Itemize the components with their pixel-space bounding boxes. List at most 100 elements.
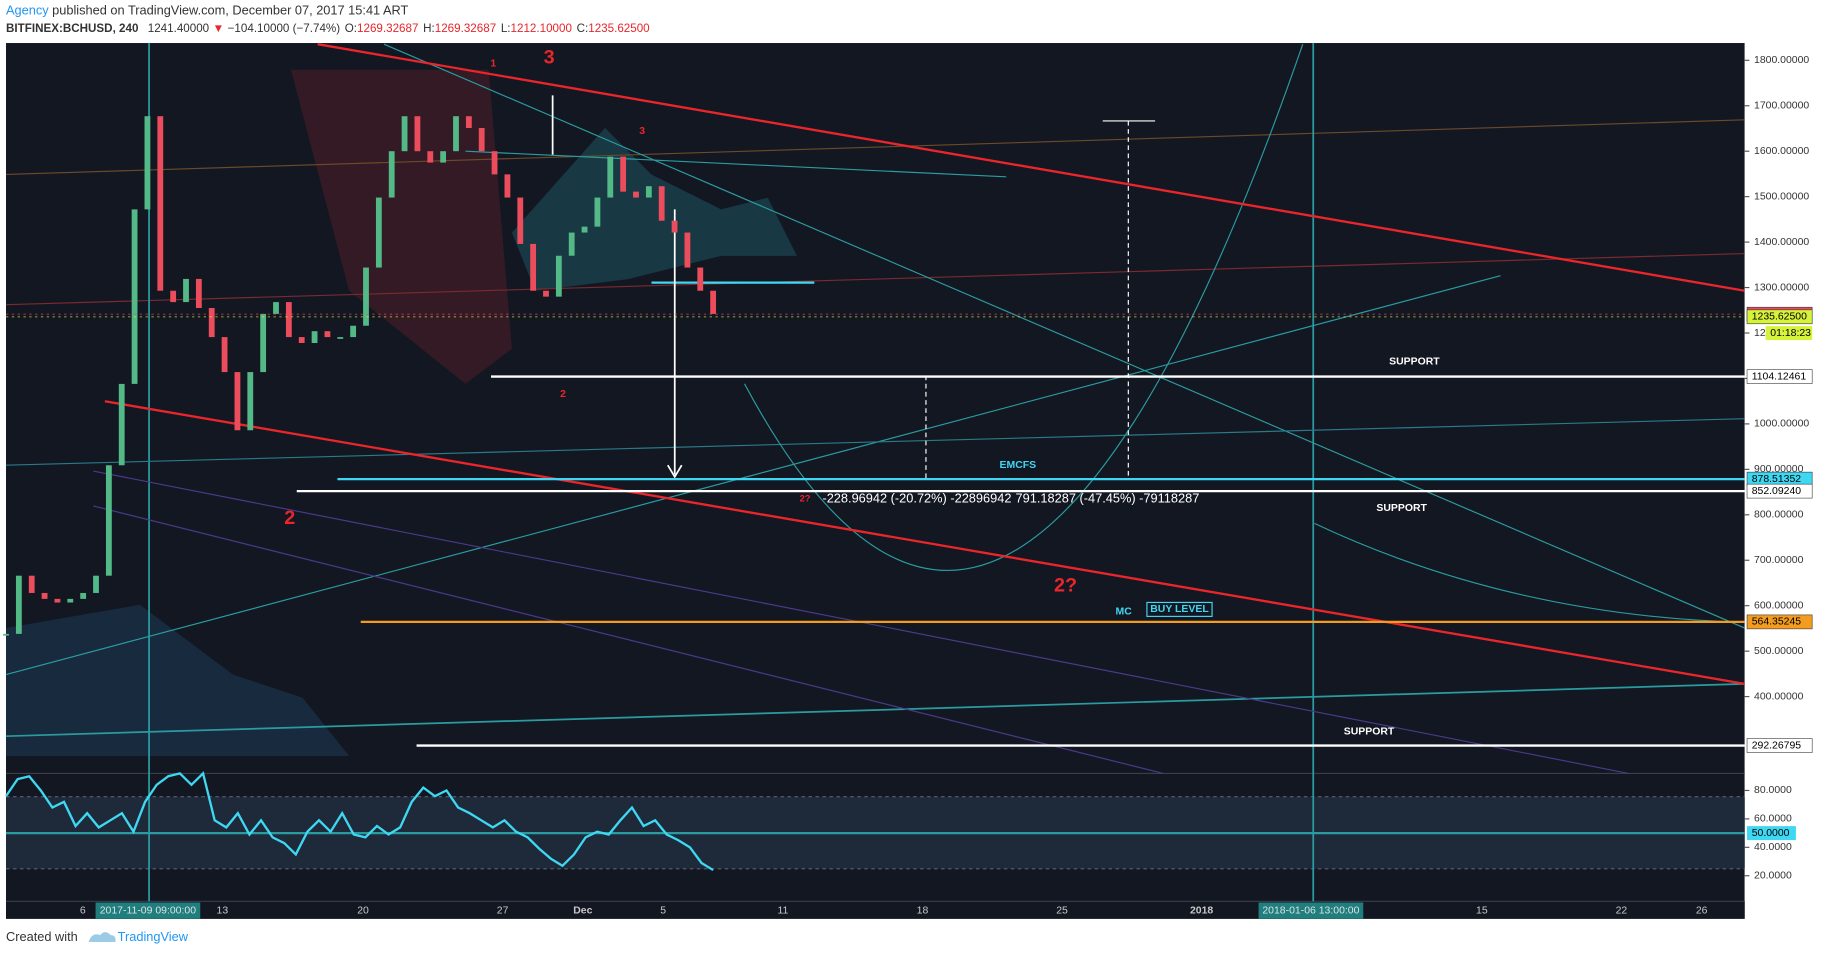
- candle: [285, 302, 292, 338]
- cloud: [511, 127, 797, 291]
- candle: [3, 633, 9, 636]
- y-tick-label: 1800.00000: [1754, 55, 1809, 66]
- candle: [234, 372, 241, 431]
- level-label-box: [1746, 483, 1813, 499]
- c: 1235.62500: [588, 22, 650, 35]
- dynamic-layer: 400.00000 500.00000 600.00000 700.00000 800.…: [3, 46, 1813, 919]
- y-tick-label: 20.0000: [1754, 871, 1792, 882]
- level-label: 852.09240: [1752, 486, 1802, 497]
- candle: [491, 151, 498, 175]
- candle: [144, 116, 151, 210]
- y-tick-label: 80.0000: [1754, 785, 1792, 796]
- x-tick-label: 27: [497, 905, 509, 916]
- y-tick-label: 900.00000: [1754, 464, 1804, 475]
- x-tick-label: 2018: [1190, 905, 1213, 916]
- candle: [504, 174, 511, 198]
- candle: [697, 267, 704, 291]
- buy-box: [1146, 601, 1213, 617]
- level-label-box: [1746, 309, 1813, 325]
- annotation: -228.96942 (-20.72%) -22896942: [822, 490, 1011, 505]
- x-highlight-box: [95, 902, 201, 919]
- last: 1241.40000: [148, 22, 210, 35]
- candle: [710, 290, 717, 314]
- y-tick-label: 60.0000: [1754, 814, 1792, 825]
- y-tick-label: 600.00000: [1754, 600, 1804, 611]
- candle: [363, 267, 369, 326]
- x-tick-label: 18: [917, 905, 929, 916]
- trendline: [465, 150, 1007, 178]
- x-highlight: 2018-01-06 13:00:00: [1262, 905, 1359, 916]
- candle: [684, 232, 691, 268]
- o: 1269.32687: [357, 22, 418, 35]
- footer-brand[interactable]: TradingView: [118, 929, 189, 944]
- candle: [298, 337, 305, 343]
- annotation: 2: [284, 507, 295, 529]
- annotation: 2?: [1054, 574, 1077, 596]
- trendline: [5, 275, 1501, 676]
- annotation: SUPPORT: [1376, 503, 1427, 514]
- arrow-head: [667, 464, 683, 479]
- candle: [157, 116, 164, 291]
- trendline-red: [317, 43, 1745, 292]
- x-tick-label: Dec: [573, 905, 592, 916]
- annotation: 2: [560, 389, 566, 400]
- level-label: 292.26795: [1752, 740, 1802, 751]
- annotation: 3: [544, 46, 555, 68]
- candle: [427, 151, 434, 163]
- level-label-box: [1746, 614, 1813, 630]
- symbol-line: BITFINEX:BCHUSD, 240 1241.40000 ▼ −104.1000…: [6, 22, 650, 35]
- candle: [131, 209, 138, 384]
- cloud: [6, 604, 350, 756]
- candle: [543, 290, 549, 297]
- level-label: 564.35245: [1752, 617, 1802, 628]
- h-label: H:: [423, 22, 435, 35]
- rsi-line: [5, 771, 714, 872]
- arrow: ▼: [213, 22, 225, 35]
- candle: [93, 575, 99, 593]
- trendline: [5, 252, 1745, 306]
- candle: [311, 331, 318, 343]
- candle: [208, 308, 215, 338]
- logo: [88, 932, 116, 943]
- rsi-level-label: 50.0000: [1752, 828, 1790, 839]
- candle: [414, 116, 421, 152]
- x-highlight: 2017-11-09 09:00:00: [100, 905, 196, 916]
- candle: [28, 575, 35, 593]
- candle: [80, 592, 87, 599]
- x-tick-label: 11: [777, 905, 788, 916]
- candle: [620, 156, 627, 192]
- y-tick-label: 40.0000: [1754, 842, 1792, 853]
- candle: [118, 383, 125, 466]
- candle: [350, 325, 357, 338]
- x-tick-label: 6: [80, 905, 86, 916]
- symbol: BITFINEX:BCHUSD, 240: [6, 22, 138, 35]
- annotation: 2?: [800, 493, 811, 503]
- candle: [581, 226, 588, 233]
- candle: [221, 337, 228, 373]
- candle: [594, 197, 601, 227]
- candle: [15, 575, 22, 634]
- x-tick-label: 15: [1476, 905, 1488, 916]
- y-tick-label: 700.00000: [1754, 555, 1804, 566]
- x-tick-label: 20: [357, 905, 369, 916]
- level-label-box: [1746, 369, 1813, 384]
- arc: [1314, 522, 1745, 623]
- candle: [568, 232, 575, 256]
- candle: [54, 598, 61, 603]
- candle: [247, 372, 254, 431]
- candle: [170, 290, 177, 303]
- level-label: 1235.62500: [1752, 312, 1807, 323]
- candle: [555, 255, 562, 297]
- annotation: BUY LEVEL: [1150, 604, 1209, 615]
- x-tick-label: 26: [1696, 905, 1708, 916]
- annotation: 3: [639, 126, 645, 137]
- rsi-level-box: [1747, 826, 1796, 841]
- candle: [671, 220, 678, 233]
- trendline: [5, 119, 1745, 176]
- candle: [478, 128, 485, 152]
- candle: [658, 186, 665, 221]
- change: −104.10000 (−7.74%): [228, 22, 341, 35]
- y-tick-label: 1000.00000: [1754, 419, 1809, 430]
